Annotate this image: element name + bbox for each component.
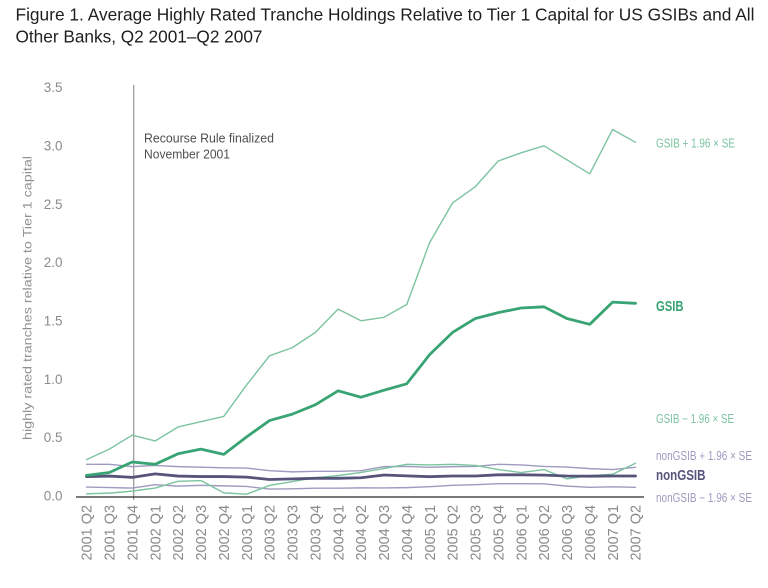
svg-text:2005 Q3: 2005 Q3 bbox=[468, 505, 485, 561]
svg-text:3.5: 3.5 bbox=[44, 80, 63, 95]
svg-text:2.5: 2.5 bbox=[44, 197, 63, 212]
svg-text:2007 Q1: 2007 Q1 bbox=[605, 505, 622, 561]
svg-text:2003 Q1: 2003 Q1 bbox=[239, 505, 256, 561]
svg-text:GSIB: GSIB bbox=[656, 299, 684, 315]
svg-text:2001 Q2: 2001 Q2 bbox=[79, 505, 96, 561]
svg-text:2002 Q3: 2002 Q3 bbox=[193, 505, 210, 561]
svg-text:3.0: 3.0 bbox=[44, 139, 63, 154]
svg-text:2004 Q4: 2004 Q4 bbox=[399, 505, 416, 561]
svg-text:nonGSIB: nonGSIB bbox=[656, 468, 706, 484]
svg-text:2001 Q3: 2001 Q3 bbox=[102, 505, 119, 561]
svg-text:November 2001: November 2001 bbox=[144, 147, 230, 162]
svg-text:2007 Q2: 2007 Q2 bbox=[628, 505, 645, 561]
svg-text:2006 Q1: 2006 Q1 bbox=[513, 505, 530, 561]
svg-text:2001 Q4: 2001 Q4 bbox=[124, 505, 141, 561]
svg-text:2004 Q1: 2004 Q1 bbox=[330, 505, 347, 561]
svg-text:2006 Q3: 2006 Q3 bbox=[559, 505, 576, 561]
svg-text:2002 Q1: 2002 Q1 bbox=[147, 505, 164, 561]
svg-text:Figure 1. Average Highly Rated: Figure 1. Average Highly Rated Tranche H… bbox=[16, 5, 755, 25]
svg-text:1.0: 1.0 bbox=[44, 372, 63, 387]
svg-text:2003 Q4: 2003 Q4 bbox=[307, 505, 324, 561]
svg-text:2002 Q4: 2002 Q4 bbox=[216, 505, 233, 561]
svg-text:0.5: 0.5 bbox=[44, 430, 63, 445]
svg-text:highly rated tranches relative: highly rated tranches relative to Tier 1… bbox=[21, 156, 35, 440]
svg-text:Recourse Rule finalized: Recourse Rule finalized bbox=[144, 131, 274, 146]
svg-text:1.5: 1.5 bbox=[44, 314, 63, 329]
svg-text:nonGSIB + 1.96 × SE: nonGSIB + 1.96 × SE bbox=[656, 449, 752, 463]
svg-text:2005 Q4: 2005 Q4 bbox=[490, 505, 507, 561]
svg-text:2005 Q2: 2005 Q2 bbox=[445, 505, 462, 561]
svg-text:2003 Q2: 2003 Q2 bbox=[262, 505, 279, 561]
svg-text:GSIB + 1.96 × SE: GSIB + 1.96 × SE bbox=[656, 136, 735, 150]
svg-text:0.0: 0.0 bbox=[44, 489, 63, 504]
svg-text:2.0: 2.0 bbox=[44, 255, 63, 270]
svg-text:nonGSIB − 1.96 × SE: nonGSIB − 1.96 × SE bbox=[656, 491, 752, 505]
svg-text:2002 Q2: 2002 Q2 bbox=[170, 505, 187, 561]
svg-text:2004 Q2: 2004 Q2 bbox=[353, 505, 370, 561]
svg-text:2005 Q1: 2005 Q1 bbox=[422, 505, 439, 561]
svg-text:2006 Q4: 2006 Q4 bbox=[582, 505, 599, 561]
svg-text:2003 Q3: 2003 Q3 bbox=[285, 505, 302, 561]
svg-text:2006 Q2: 2006 Q2 bbox=[536, 505, 553, 561]
svg-text:Other Banks, Q2 2001–Q2 2007: Other Banks, Q2 2001–Q2 2007 bbox=[16, 27, 263, 47]
svg-text:GSIB − 1.96 × SE: GSIB − 1.96 × SE bbox=[656, 412, 734, 426]
svg-text:2004 Q3: 2004 Q3 bbox=[376, 505, 393, 561]
